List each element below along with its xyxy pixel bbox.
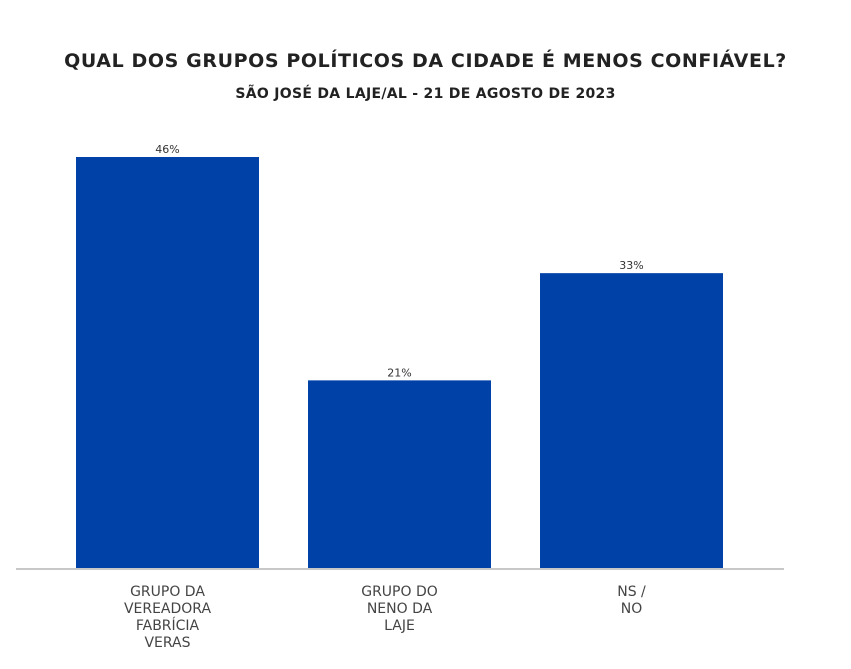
category-label-3-line-1: NS /: [617, 584, 646, 600]
bar-2: [308, 380, 491, 568]
chart-title: QUAL DOS GRUPOS POLÍTICOS DA CIDADE É ME…: [64, 50, 787, 72]
category-label-2-line-2: NENO DA: [367, 601, 433, 617]
bar-1: [76, 157, 259, 568]
category-label-1-line-2: VEREADORA: [124, 601, 212, 617]
category-label-2-line-3: LAJE: [384, 618, 415, 634]
bar-3: [540, 273, 723, 568]
category-label-1-line-4: VERAS: [144, 635, 190, 651]
chart-subtitle: SÃO JOSÉ DA LAJE/AL - 21 DE AGOSTO DE 20…: [235, 86, 616, 102]
category-label-2-line-1: GRUPO DO: [361, 584, 438, 600]
category-label-3-line-2: NO: [621, 601, 643, 617]
data-label-3: 33%: [619, 259, 643, 272]
category-label-1-line-3: FABRÍCIA: [136, 617, 200, 634]
category-label-1-line-1: GRUPO DA: [130, 584, 205, 600]
data-label-2: 21%: [387, 366, 411, 379]
data-label-1: 46%: [155, 143, 179, 156]
